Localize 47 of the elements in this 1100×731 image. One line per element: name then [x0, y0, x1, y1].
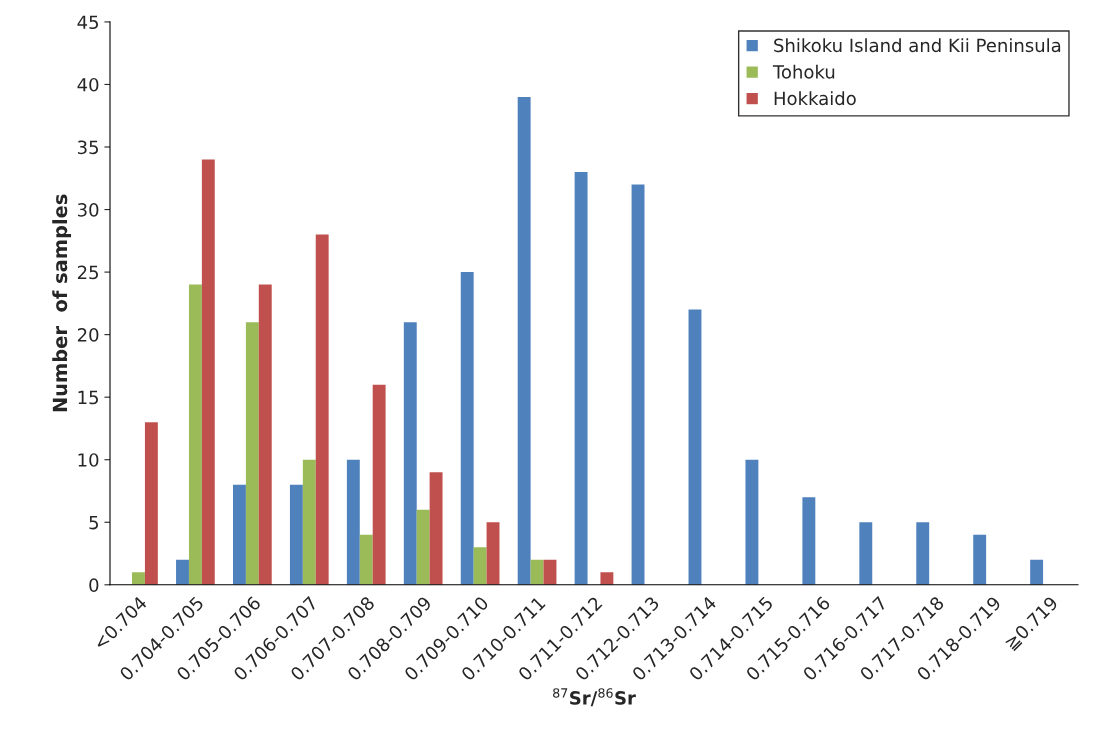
bar [1030, 559, 1044, 585]
y-tick-label: 25 [77, 265, 99, 280]
bar [688, 309, 702, 585]
bar [302, 459, 316, 585]
bar [973, 534, 987, 585]
bar [403, 322, 417, 585]
bar [859, 522, 873, 585]
y-tick-label: 35 [77, 140, 99, 155]
bar [486, 522, 500, 585]
bar [916, 522, 930, 585]
legend-label: Tohoku [772, 64, 835, 79]
bar [429, 472, 443, 585]
bar [473, 547, 487, 585]
y-axis-title: Number of samples [52, 194, 72, 412]
y-tick-label: 30 [77, 203, 99, 217]
bar [346, 459, 360, 585]
legend-label: Hokkaido [774, 91, 856, 106]
bar [460, 272, 474, 585]
legend-label: Shikoku Island and Kii Peninsula [774, 38, 1061, 53]
bar [574, 172, 588, 585]
bar [600, 572, 614, 585]
bar [416, 509, 430, 585]
y-tick-label: 40 [77, 77, 99, 92]
bar [530, 559, 544, 585]
y-tick-label: 15 [78, 390, 99, 405]
bar [517, 96, 531, 585]
bar [631, 184, 645, 585]
bar [315, 234, 329, 585]
y-tick-label: 45 [77, 15, 99, 30]
bar [802, 497, 816, 585]
bar [359, 534, 373, 585]
bar [132, 572, 145, 585]
y-tick-label: 20 [77, 328, 99, 342]
bar [745, 459, 759, 585]
x-axis-title: $^{87}$Sr/$^{86}$Sr [553, 688, 636, 707]
bar [188, 284, 202, 585]
bar [258, 284, 272, 585]
bar [232, 484, 246, 585]
y-tick-label: 10 [78, 453, 99, 467]
bar [144, 422, 158, 585]
y-tick-label: 5 [89, 515, 99, 530]
bar [245, 322, 259, 585]
bar [289, 484, 303, 585]
bar [372, 384, 386, 585]
bar [201, 159, 215, 585]
bar [176, 559, 189, 585]
y-tick-label: 0 [89, 578, 99, 592]
